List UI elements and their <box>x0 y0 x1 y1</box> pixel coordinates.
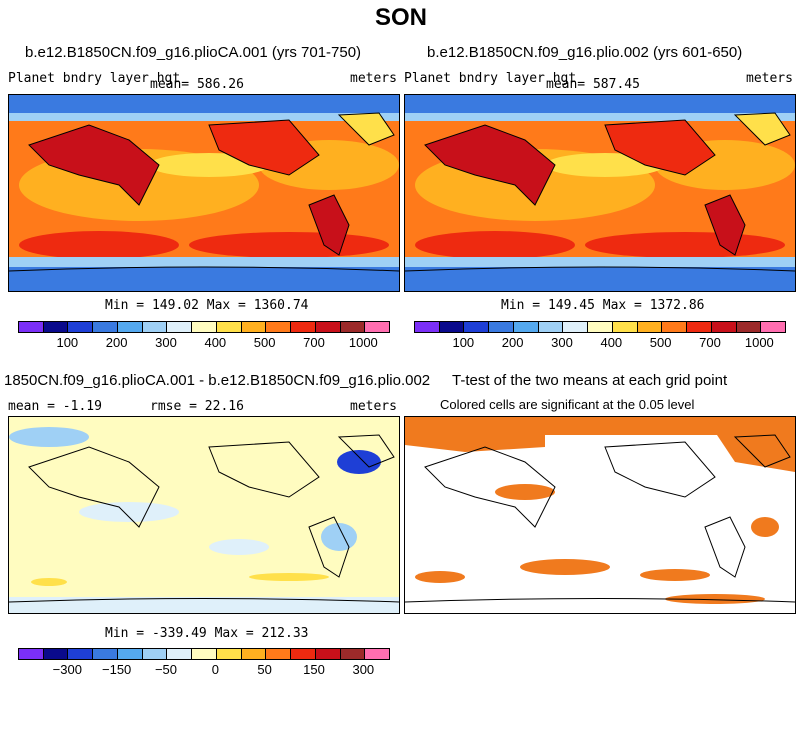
tr-colorbar-box <box>588 322 613 332</box>
tl-colorbar-box <box>192 322 217 332</box>
minmax-bl: Min = -339.49 Max = 212.33 <box>105 626 309 641</box>
bl-tick-label: 150 <box>303 662 325 677</box>
bl-colorbar-box <box>167 649 193 659</box>
tr-tick-label: 300 <box>551 335 573 350</box>
tr-colorbar-box <box>489 322 514 332</box>
panel-title-br: T-test of the two means at each grid poi… <box>452 372 728 389</box>
mean-tr: mean= 587.45 <box>546 77 640 92</box>
bl-colorbar-box <box>315 649 341 659</box>
tl-colorbar-box <box>93 322 118 332</box>
map-tr <box>404 94 796 292</box>
tl-colorbar-box <box>19 322 44 332</box>
tr-colorbar-box <box>415 322 440 332</box>
rmse-bl: rmse = 22.16 <box>150 399 244 414</box>
bl-colorbar-box <box>43 649 69 659</box>
tl-tick-label: 400 <box>204 335 227 350</box>
tl-colorbar-box <box>315 322 341 332</box>
bl-colorbar-box <box>365 649 390 659</box>
colorbar-tr <box>414 321 786 333</box>
bl-tick-label: 50 <box>257 662 272 677</box>
tl-colorbar-box <box>167 322 193 332</box>
tl-colorbar-box <box>68 322 94 332</box>
bl-colorbar-box <box>68 649 94 659</box>
tl-tick-label: 300 <box>155 335 177 350</box>
bl-colorbar-box <box>291 649 316 659</box>
tr-colorbar-box <box>711 322 737 332</box>
tr-colorbar-box <box>612 322 638 332</box>
mean-tl: mean= 586.26 <box>150 77 244 92</box>
bl-colorbar-box <box>216 649 242 659</box>
tr-tick-label: 200 <box>501 335 524 350</box>
tr-colorbar-box <box>736 322 762 332</box>
tl-colorbar-box <box>291 322 316 332</box>
panel-title-tr: b.e12.B1850CN.f09_g16.plio.002 (yrs 601-… <box>427 44 743 61</box>
tl-colorbar-box <box>142 322 168 332</box>
map-br <box>404 416 796 614</box>
panel-title-tl: b.e12.B1850CN.f09_g16.plioCA.001 (yrs 70… <box>25 44 362 61</box>
bl-colorbar-box <box>340 649 366 659</box>
tl-colorbar-box <box>117 322 143 332</box>
bl-colorbar-box <box>142 649 168 659</box>
tl-tick-label: 700 <box>303 335 325 350</box>
minmax-tr: Min = 149.45 Max = 1372.86 <box>501 298 705 313</box>
bl-tick-label: 0 <box>211 662 219 677</box>
tl-tick-label: 200 <box>105 335 128 350</box>
tr-colorbar-box <box>538 322 564 332</box>
tr-colorbar-box <box>637 322 663 332</box>
tr-colorbar-box <box>439 322 465 332</box>
tr-colorbar-box <box>662 322 688 332</box>
panel-title-bl: 1850CN.f09_g16.plioCA.001 - b.e12.B1850C… <box>4 372 431 389</box>
tr-tick-label: 100 <box>452 335 475 350</box>
tr-tick-label: 400 <box>600 335 623 350</box>
mean-bl: mean = -1.19 <box>8 399 102 414</box>
tl-tick-label: 100 <box>56 335 79 350</box>
map-bl <box>8 416 400 614</box>
tr-colorbar-box <box>687 322 712 332</box>
bl-colorbar-box <box>117 649 143 659</box>
figure-title: SON <box>374 4 427 31</box>
tl-colorbar-box <box>43 322 69 332</box>
bl-colorbar-box <box>266 649 292 659</box>
tr-colorbar-box <box>513 322 539 332</box>
tr-tick-label: 500 <box>649 335 672 350</box>
tl-colorbar-box <box>340 322 366 332</box>
subtitle-br: Colored cells are significant at the 0.0… <box>440 397 695 412</box>
tr-colorbar-box <box>464 322 490 332</box>
tr-tick-label: 1000 <box>744 335 774 350</box>
tl-colorbar-box <box>365 322 390 332</box>
bl-tick-label: 300 <box>352 662 375 677</box>
tl-colorbar-box <box>241 322 267 332</box>
bl-tick-label: −50 <box>154 662 178 677</box>
tl-tick-label: 1000 <box>348 335 378 350</box>
colorbar-tl <box>18 321 390 333</box>
units-bl: meters <box>350 399 397 414</box>
bl-colorbar-box <box>19 649 44 659</box>
minmax-tl: Min = 149.02 Max = 1360.74 <box>105 298 309 313</box>
bl-colorbar-box <box>192 649 217 659</box>
colorbar-bl <box>18 648 390 660</box>
varname-tr: Planet bndry layer hgt <box>404 71 577 86</box>
tr-colorbar-box <box>563 322 589 332</box>
tl-colorbar-box <box>216 322 242 332</box>
units-tr: meters <box>746 71 793 86</box>
bl-colorbar-box <box>241 649 267 659</box>
tl-tick-label: 500 <box>253 335 276 350</box>
tl-colorbar-box <box>266 322 292 332</box>
varname-tl: Planet bndry layer hgt <box>8 71 181 86</box>
bl-colorbar-box <box>93 649 118 659</box>
tr-tick-label: 700 <box>699 335 721 350</box>
tr-colorbar-box <box>761 322 786 332</box>
map-tl <box>8 94 400 292</box>
units-tl: meters <box>350 71 397 86</box>
bl-tick-label: −300 <box>52 662 82 677</box>
bl-tick-label: −150 <box>102 662 132 677</box>
